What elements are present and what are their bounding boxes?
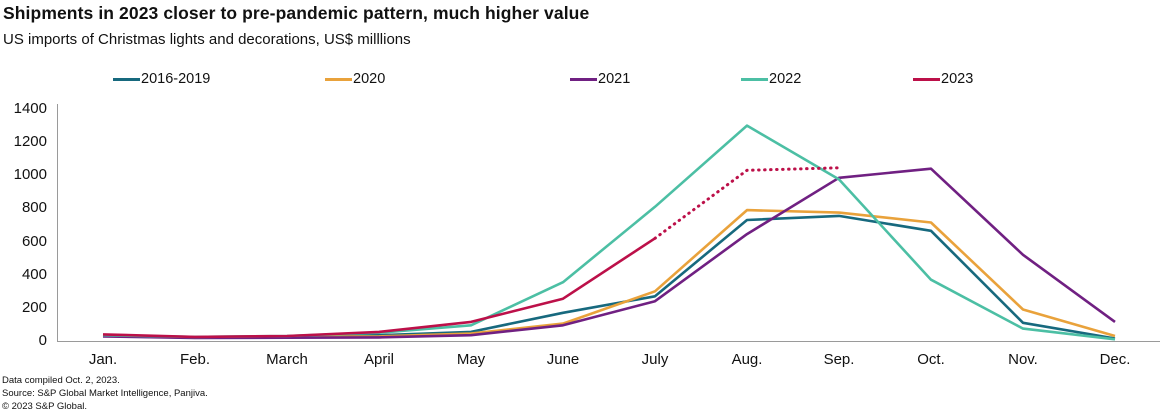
series-line-2020 [102,208,1116,339]
legend-item-2022: 2022 [741,70,801,88]
x-tick-april: April [363,351,394,368]
footnote-source: Source: S&P Global Market Intelligence, … [2,388,208,399]
x-tick-july: July [641,351,669,368]
legend-swatch-2020 [325,77,352,81]
x-tick-march: March [266,351,308,368]
x-tick-june: June [546,351,580,368]
x-tick-oct: Oct. [917,351,945,368]
legend-swatch-2016-2019 [113,77,140,81]
x-tick-nov: Nov. [1008,351,1038,368]
footnote-copyright: © 2023 S&P Global. [2,401,87,412]
x-tick-may: May [456,351,486,368]
legend-swatch-2023 [913,77,940,81]
legend-label-2020: 2020 [353,71,386,87]
x-tick-dec: Dec. [1099,351,1131,368]
legend-label-2021: 2021 [598,71,631,87]
y-tick-0: 0 [38,332,47,349]
y-tick-800: 800 [21,199,47,217]
y-tick-400: 400 [21,265,47,283]
y-tick-200: 200 [21,298,47,316]
x-tick-aug: Aug. [731,351,763,368]
legend-item-2023: 2023 [913,70,973,88]
series-line-2023-projected [653,166,841,240]
series-line-2016-2019 [102,214,1116,340]
series-line-2021 [102,167,1116,340]
x-tick-sep: Sep. [823,351,855,368]
legend-swatch-2022 [741,77,768,81]
legend-item-2016-2019: 2016-2019 [113,70,210,88]
chart-title: Shipments in 2023 closer to pre-pandemic… [3,3,590,23]
y-tick-1400: 1400 [13,100,47,117]
x-tick-jan: Jan. [88,351,118,368]
legend: 2016-2019 2020 2021 2022 2023 [0,70,1161,90]
legend-label-2022: 2022 [769,71,802,87]
x-tick-feb: Feb. [179,351,210,368]
plot-svg [57,104,1160,342]
footnote-data-compiled: Data compiled Oct. 2, 2023. [2,375,120,386]
legend-item-2020: 2020 [325,70,385,88]
legend-label-2023: 2023 [941,71,974,87]
chart-subtitle: US imports of Christmas lights and decor… [3,31,411,48]
y-tick-1200: 1200 [13,133,47,151]
y-tick-600: 600 [21,232,47,250]
footnote: Data compiled Oct. 2, 2023. Source: S&P … [2,374,208,413]
legend-swatch-2021 [570,77,597,81]
legend-label-2016-2019: 2016-2019 [141,71,211,87]
legend-item-2021: 2021 [570,70,630,88]
series-line-2023 [102,237,656,339]
plot-area [0,95,1161,365]
y-tick-1000: 1000 [13,166,47,184]
